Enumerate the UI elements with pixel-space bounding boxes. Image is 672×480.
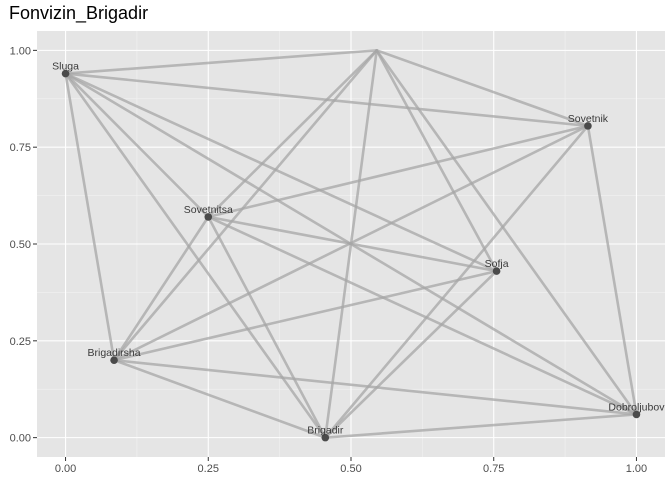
network-edge: [375, 49, 590, 128]
network-edge: [206, 215, 327, 439]
grid: [37, 31, 665, 457]
edges: [64, 49, 638, 439]
node-label: Brigadir: [307, 425, 344, 437]
x-tick-label: 1.00: [626, 463, 647, 475]
axes: 0.00 0.25 0.50 0.75 1.00 0.00 0.25 0.50 0.75 1.00: [10, 45, 648, 475]
node-label: Dobroljubov: [608, 401, 665, 413]
node-label: Sluga: [52, 61, 79, 73]
network-edge: [112, 215, 210, 362]
y-tick-label: 1.00: [10, 45, 31, 57]
x-tick-label: 0.75: [483, 463, 504, 475]
x-tick-label: 0.00: [55, 463, 76, 475]
network-edge: [112, 269, 498, 362]
network-edge: [375, 49, 638, 416]
node-label: Sovetnik: [568, 113, 609, 125]
network-node: [632, 410, 641, 419]
x-tick-label: 0.50: [340, 463, 361, 475]
chart-title: Fonvizin_Brigadir: [9, 3, 149, 23]
network-edge: [112, 358, 327, 439]
y-tick-label: 0.25: [10, 336, 31, 348]
network-edge: [324, 269, 498, 439]
network-edge: [586, 124, 638, 416]
network-edge: [64, 49, 378, 75]
nodes: [61, 69, 641, 442]
node-labels: Sluga Sovetnik Sovetnitsa Sofja Brigadirsha B…: [52, 61, 665, 437]
network-node: [110, 356, 118, 364]
network-edge: [206, 124, 590, 219]
network-edge: [206, 215, 498, 273]
network-edge: [64, 72, 210, 219]
network-edge: [324, 413, 638, 439]
node-label: Sovetnitsa: [184, 204, 233, 216]
network-edge: [206, 215, 638, 416]
network-edge: [112, 49, 378, 362]
network-edge: [64, 72, 498, 273]
network-edge: [206, 49, 378, 219]
network-node: [61, 69, 70, 78]
network-edge: [64, 72, 116, 362]
network-node: [584, 122, 592, 130]
y-tick-label: 0.00: [10, 433, 31, 445]
network-edge: [112, 358, 638, 416]
network-edge: [375, 49, 498, 273]
node-label: Brigadirsha: [88, 347, 141, 359]
network-node: [204, 213, 213, 221]
x-tick-label: 0.25: [198, 463, 219, 475]
node-label: Sofja: [485, 258, 509, 270]
network-node: [492, 267, 501, 275]
y-tick-label: 0.50: [10, 239, 31, 251]
y-tick-label: 0.75: [10, 142, 31, 154]
network-node: [321, 433, 330, 442]
